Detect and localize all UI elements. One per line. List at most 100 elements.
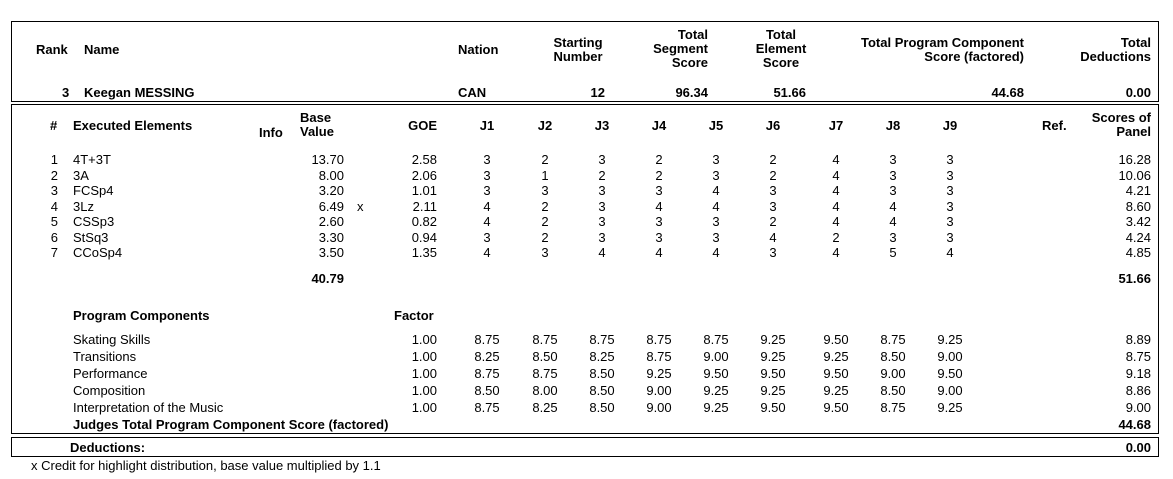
total-deductions-header: Total Deductions: [1060, 36, 1151, 64]
base-value-header-line1: Base: [300, 110, 332, 125]
element-base-value: 6.49: [318, 198, 344, 214]
element-judge-score: 3: [946, 229, 954, 245]
element-judge-score: 4: [832, 214, 840, 229]
element-name: 3A: [73, 167, 89, 183]
element-judge-score: 2: [541, 214, 549, 229]
total-segment-header-line1: Total: [677, 27, 708, 42]
judge-header-9: J9: [942, 118, 958, 133]
judge-header-3: J3: [594, 118, 610, 133]
deductions-value: 0.00: [1125, 440, 1151, 455]
component-judge-score: 9.50: [760, 366, 786, 381]
component-row: Performance 1.00 8.75 8.75 8.50 9.25 9.50 9.50 9…: [0, 366, 1173, 382]
total-segment-header: Total Segment Score: [630, 28, 708, 70]
element-goe: 2.11: [412, 198, 437, 214]
component-judge-score: 8.75: [589, 332, 615, 347]
component-row: Composition 1.00 8.50 8.00 8.50 9.00 9.25 9.25 9…: [0, 383, 1173, 399]
component-name: Performance: [73, 366, 148, 381]
judge-header-6: J6: [765, 118, 781, 133]
element-goe: 1.35: [411, 245, 437, 260]
scores-of-panel-header-line1: Scores of: [1091, 110, 1151, 125]
component-judge-score: 8.75: [474, 366, 500, 381]
element-judge-score: 3: [541, 245, 549, 260]
total-segment-header-line3: Score: [671, 55, 708, 70]
component-name: Composition: [73, 383, 146, 398]
component-judge-score: 9.00: [646, 383, 672, 398]
element-judge-score: 2: [598, 167, 606, 183]
element-base-value: 13.70: [311, 152, 344, 167]
program-components-heading: Program Components: [73, 308, 210, 323]
element-panel-score: 3.42: [1125, 214, 1151, 229]
element-judge-score: 3: [946, 198, 954, 214]
component-judge-score: 9.25: [760, 332, 786, 347]
judges-total-value: 44.68: [1118, 417, 1151, 432]
component-row: Skating Skills 1.00 8.75 8.75 8.75 8.75 8.75 9.…: [0, 332, 1173, 348]
total-deductions-header-line1: Total: [1120, 35, 1151, 50]
component-judge-score: 8.50: [880, 349, 906, 364]
judge-header-1: J1: [479, 118, 495, 133]
skater-total-segment-score: 96.34: [675, 85, 708, 100]
element-judge-score: 3: [712, 167, 720, 183]
element-judge-score: 2: [769, 214, 777, 229]
element-judge-score: 3: [598, 198, 606, 214]
component-judge-score: 8.75: [646, 349, 672, 364]
element-judge-score: 3: [769, 245, 777, 260]
element-judge-score: 4: [769, 229, 777, 245]
component-panel-score: 8.75: [1125, 349, 1151, 364]
component-judge-score: 9.00: [703, 349, 729, 364]
judge-header-4: J4: [651, 118, 667, 133]
component-factor: 1.00: [411, 349, 437, 364]
element-row: 2 3A 8.00 2.06 3 1 2 2 3 2 4 3 3 10.06: [0, 168, 1173, 184]
element-judge-score: 4: [889, 214, 897, 229]
component-judge-score: 9.25: [703, 383, 729, 398]
element-judge-score: 3: [483, 152, 491, 167]
component-judge-score: 9.25: [937, 332, 963, 347]
element-panel-score: 4.21: [1125, 183, 1151, 198]
name-header: Name: [84, 42, 120, 57]
element-judge-score: 3: [655, 183, 663, 198]
scores-of-panel-header-line2: Panel: [1116, 124, 1151, 139]
element-judge-score: 3: [769, 183, 777, 198]
component-judge-score: 9.25: [760, 383, 786, 398]
element-number: 1: [50, 152, 58, 167]
element-base-value: 2.60: [318, 214, 344, 229]
scores-of-panel-header: Scores of Panel: [1080, 111, 1151, 139]
skater-total-pcs: 44.68: [991, 85, 1024, 100]
component-panel-score: 9.18: [1125, 366, 1151, 381]
element-judge-score: 4: [832, 183, 840, 198]
component-factor: 1.00: [411, 366, 437, 381]
rank-header: Rank: [36, 42, 68, 57]
element-base-value: 3.50: [318, 245, 344, 260]
element-judge-score: 3: [889, 229, 897, 245]
element-judge-score: 5: [889, 245, 897, 260]
element-number: 6: [50, 229, 58, 245]
nation-header: Nation: [458, 42, 499, 57]
component-judge-score: 9.50: [937, 366, 963, 381]
element-goe: 2.06: [411, 167, 437, 183]
judges-total-label: Judges Total Program Component Score (fa…: [73, 417, 389, 432]
element-judge-score: 2: [655, 167, 663, 183]
element-goe: 0.82: [411, 214, 437, 229]
total-element-header: Total Element Score: [746, 28, 816, 70]
starting-number-header-line1: Starting: [553, 35, 603, 50]
element-judge-score: 4: [598, 245, 606, 260]
component-name: Skating Skills: [73, 332, 151, 347]
element-name: FCSp4: [73, 183, 114, 198]
element-panel-score: 8.60: [1125, 198, 1151, 214]
component-judge-score: 9.00: [937, 383, 963, 398]
component-judge-score: 8.75: [474, 332, 500, 347]
element-judge-score: 3: [889, 152, 897, 167]
goe-header: GOE: [408, 118, 437, 133]
element-judge-score: 4: [712, 183, 720, 198]
element-judge-score: 3: [712, 152, 720, 167]
element-name: 3Lz: [73, 198, 94, 214]
element-judge-score: 4: [655, 198, 663, 214]
element-judge-score: 4: [712, 198, 720, 214]
element-panel-score: 4.24: [1125, 229, 1151, 245]
element-panel-score: 4.85: [1125, 245, 1151, 260]
total-pcs-header: Total Program Component Score (factored): [830, 36, 1024, 64]
component-name: Transitions: [73, 349, 137, 364]
component-judge-score: 8.50: [589, 383, 615, 398]
element-row: 7 CCoSp4 3.50 1.35 4 3 4 4 4 3 4 5 4 4.85: [0, 245, 1173, 261]
component-factor: 1.00: [411, 332, 437, 347]
component-panel-score: 8.86: [1125, 383, 1151, 398]
